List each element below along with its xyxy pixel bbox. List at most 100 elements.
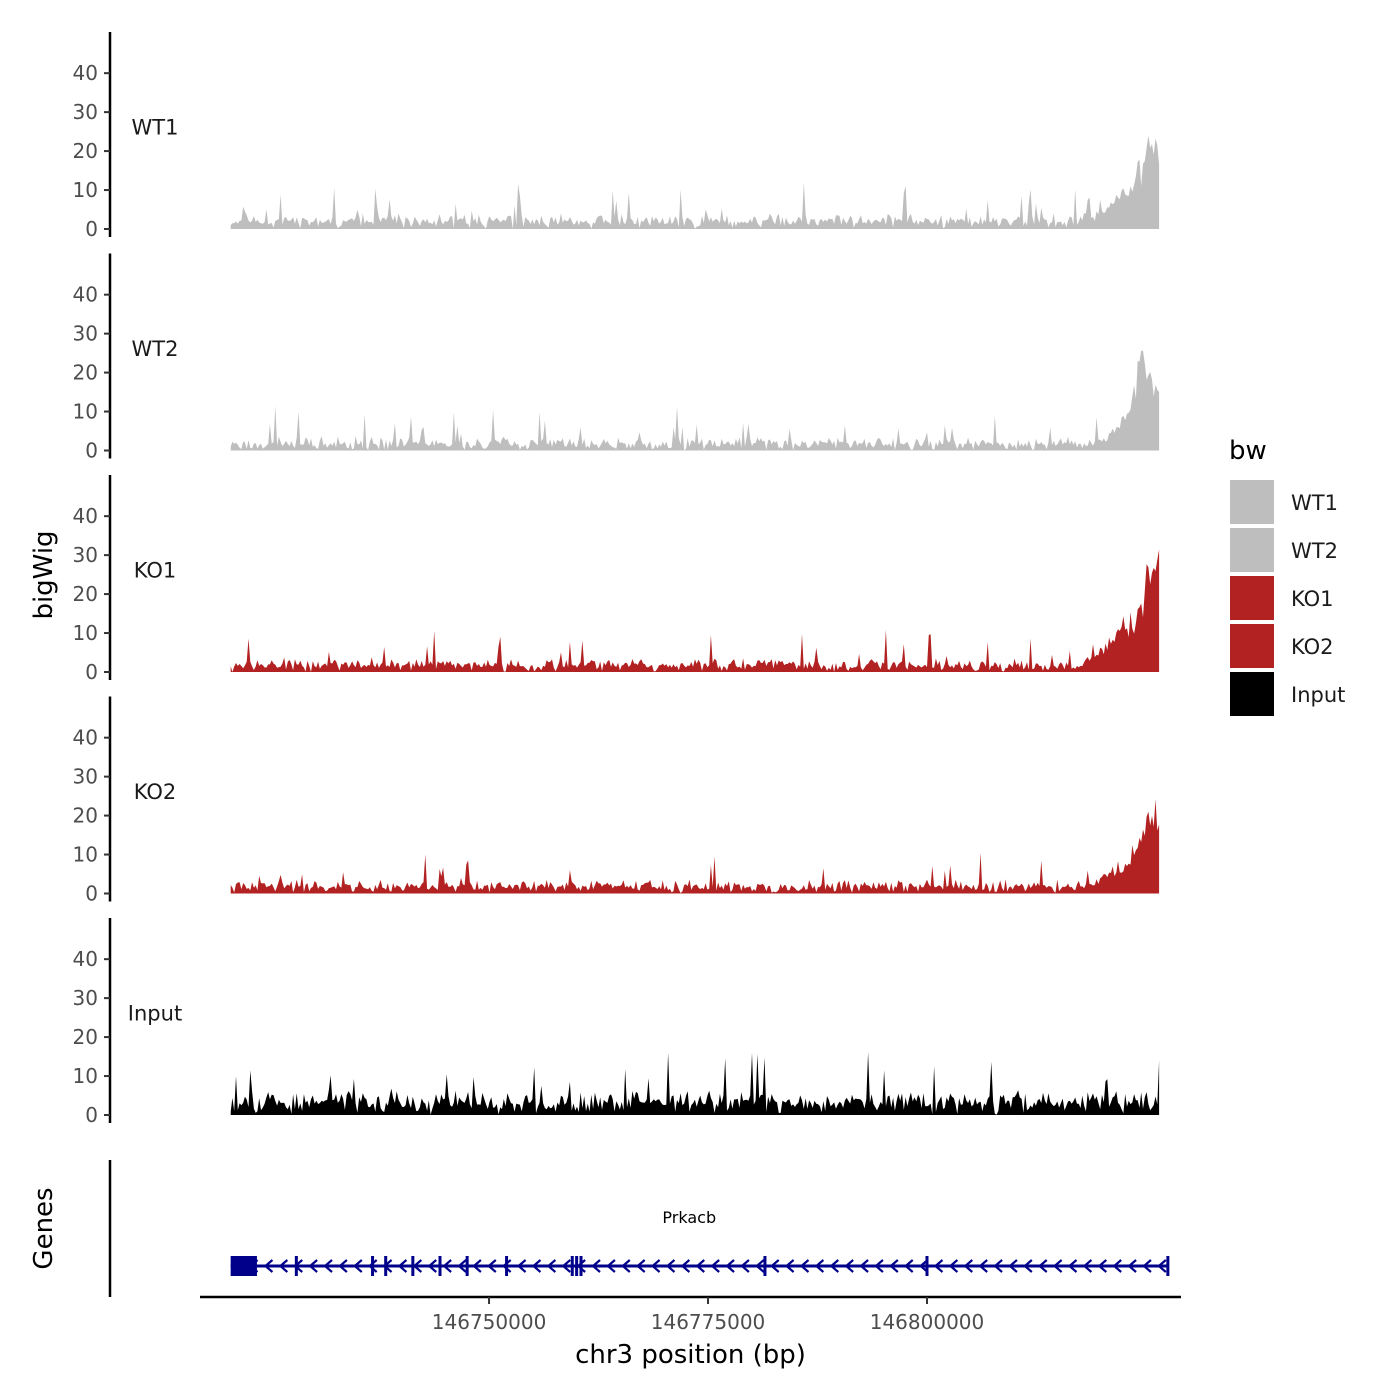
- strand-arrow: [323, 1259, 333, 1273]
- y-axis-title: bigWig: [29, 530, 59, 619]
- strand-arrow: [1023, 1259, 1033, 1273]
- strand-arrow: [621, 1259, 631, 1273]
- signal-area-ko2: [230, 799, 1160, 894]
- y-tick-label: 10: [73, 621, 98, 645]
- signal-area-wt2: [230, 350, 1160, 451]
- strand-arrow: [546, 1259, 557, 1273]
- strand-arrow: [1008, 1259, 1018, 1273]
- strand-arrow: [755, 1259, 765, 1273]
- strand-arrow: [1142, 1259, 1152, 1273]
- y-tick-label: 40: [73, 947, 98, 971]
- strand-arrow: [740, 1259, 750, 1273]
- legend-title: bw: [1229, 436, 1267, 466]
- legend-items: WT1 WT2 KO1 KO2 Input: [1230, 480, 1345, 716]
- x-tick-label: 146775000: [651, 1310, 766, 1334]
- strand-arrow: [889, 1259, 899, 1273]
- y-tick-label: 30: [73, 986, 98, 1010]
- legend-label: KO2: [1291, 635, 1334, 659]
- gene-exon: [505, 1256, 509, 1276]
- gene-panel: Genes Prkacb: [29, 1160, 1170, 1297]
- y-tick-label: 10: [73, 1064, 98, 1088]
- strand-arrow: [963, 1259, 973, 1273]
- strand-arrow: [978, 1259, 988, 1273]
- strand-arrow: [367, 1259, 378, 1273]
- legend-label: Input: [1291, 683, 1345, 707]
- y-tick-label: 40: [73, 61, 98, 85]
- track-wt2: 0 10 20 30 40 WT2: [73, 253, 1160, 463]
- strand-arrow: [278, 1259, 289, 1273]
- y-tick-label: 0: [85, 217, 98, 241]
- gene-exon: [411, 1256, 415, 1276]
- y-tick-label: 20: [73, 361, 98, 385]
- strand-arrow: [829, 1259, 839, 1273]
- strand-arrow: [1127, 1259, 1137, 1273]
- legend-label: WT1: [1291, 491, 1338, 515]
- strand-arrow: [859, 1259, 869, 1273]
- strand-arrow: [665, 1259, 676, 1273]
- legend-item-input: Input: [1230, 672, 1345, 716]
- legend-item-ko2: KO2: [1230, 624, 1334, 668]
- strand-arrow: [263, 1259, 274, 1273]
- gene-exon: [570, 1256, 574, 1276]
- strand-arrow: [412, 1259, 423, 1273]
- strand-arrow: [844, 1259, 854, 1273]
- y-tick-label: 40: [73, 726, 98, 750]
- strand-arrow: [784, 1259, 795, 1273]
- y-tick-label: 0: [85, 882, 98, 906]
- legend-swatch: [1230, 480, 1274, 524]
- legend-swatch: [1230, 576, 1274, 620]
- y-tick-label: 30: [73, 765, 98, 789]
- strand-arrow: [487, 1259, 497, 1273]
- gene-model: [230, 1256, 1170, 1276]
- strand-arrow: [1052, 1259, 1063, 1273]
- x-axis-title: chr3 position (bp): [575, 1340, 806, 1370]
- signal-area-ko1: [230, 549, 1160, 672]
- strand-arrow: [606, 1259, 616, 1273]
- y-tick-label: 20: [73, 804, 98, 828]
- legend-item-wt1: WT1: [1230, 480, 1338, 524]
- x-tick-label: 146800000: [870, 1310, 985, 1334]
- strand-arrow: [338, 1259, 348, 1273]
- y-tick-label: 30: [73, 100, 98, 124]
- signal-area-input: [230, 1052, 1160, 1115]
- y-tick-label: 10: [73, 400, 98, 424]
- signal-area-wt1: [230, 135, 1160, 229]
- strand-arrow: [1097, 1259, 1108, 1273]
- y-tick-label: 30: [73, 322, 98, 346]
- gene-utr-exon: [230, 1256, 257, 1276]
- strand-arrow: [1082, 1259, 1093, 1273]
- gene-exon: [579, 1256, 583, 1276]
- gene-exon: [575, 1256, 579, 1276]
- strand-arrow: [799, 1259, 810, 1273]
- strand-arrow: [636, 1259, 646, 1273]
- y-tick-label: 10: [73, 843, 98, 867]
- gene-exon: [371, 1256, 375, 1276]
- gene-exon: [925, 1256, 929, 1276]
- strand-arrow: [427, 1259, 437, 1273]
- y-tick-label: 40: [73, 283, 98, 307]
- gene-exon: [294, 1256, 298, 1276]
- gene-exon: [438, 1256, 442, 1276]
- y-tick-label: 0: [85, 1103, 98, 1127]
- signal-tracks: 0 10 20 30 40 WT1 0 10 20 30 40 WT2 0 10 20 30 40 KO1 0 10 2…: [73, 32, 1160, 1127]
- strand-arrow: [1038, 1259, 1048, 1273]
- x-tick-label: 146750000: [432, 1310, 547, 1334]
- strand-arrow: [1112, 1259, 1122, 1273]
- gene-exon: [465, 1256, 469, 1276]
- gene-panel-label: Genes: [29, 1187, 59, 1269]
- strand-arrow: [353, 1259, 363, 1273]
- strand-arrow: [650, 1259, 661, 1273]
- track-label-ko2: KO2: [134, 780, 177, 804]
- strand-arrow: [695, 1259, 705, 1273]
- gene-name-label: Prkacb: [662, 1208, 716, 1227]
- track-label-wt1: WT1: [132, 116, 179, 140]
- strand-arrow: [918, 1259, 929, 1273]
- strand-arrow: [501, 1259, 512, 1273]
- strand-arrow: [472, 1259, 482, 1273]
- strand-arrow: [1157, 1259, 1167, 1273]
- strand-arrow: [591, 1259, 601, 1273]
- gene-exon: [384, 1256, 388, 1276]
- strand-arrow: [1067, 1259, 1078, 1273]
- y-tick-label: 0: [85, 660, 98, 684]
- legend-item-ko1: KO1: [1230, 576, 1334, 620]
